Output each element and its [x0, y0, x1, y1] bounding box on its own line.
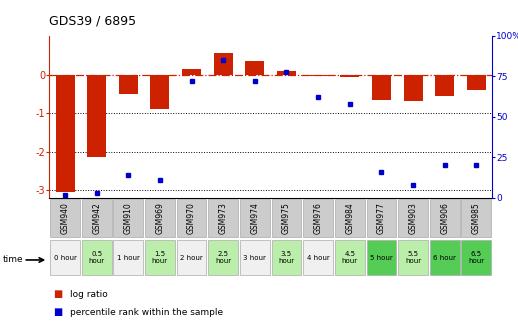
- Bar: [119, 75, 138, 94]
- Text: GSM977: GSM977: [377, 202, 386, 234]
- Text: 6.5
hour: 6.5 hour: [468, 251, 484, 264]
- Bar: [208, 240, 238, 275]
- Bar: [214, 53, 233, 75]
- Text: GSM942: GSM942: [92, 202, 101, 234]
- Text: 0.5
hour: 0.5 hour: [89, 251, 105, 264]
- Bar: [462, 199, 491, 237]
- Bar: [430, 240, 459, 275]
- Bar: [303, 199, 333, 237]
- Bar: [404, 75, 423, 101]
- Bar: [277, 71, 296, 75]
- Bar: [182, 69, 201, 75]
- Text: 0 hour: 0 hour: [53, 254, 77, 261]
- Bar: [177, 199, 207, 237]
- Bar: [177, 240, 207, 275]
- Text: 5 hour: 5 hour: [370, 254, 393, 261]
- Bar: [240, 199, 270, 237]
- Text: log ratio: log ratio: [70, 290, 108, 299]
- Bar: [246, 61, 264, 75]
- Bar: [82, 199, 111, 237]
- Bar: [113, 199, 143, 237]
- Bar: [335, 199, 365, 237]
- Text: 6 hour: 6 hour: [433, 254, 456, 261]
- Bar: [271, 199, 301, 237]
- Text: percentile rank within the sample: percentile rank within the sample: [70, 308, 223, 317]
- Bar: [82, 240, 111, 275]
- Text: GSM903: GSM903: [409, 202, 418, 234]
- Bar: [335, 240, 365, 275]
- Text: 3.5
hour: 3.5 hour: [278, 251, 295, 264]
- Text: 4 hour: 4 hour: [307, 254, 329, 261]
- Text: ■: ■: [53, 307, 63, 317]
- Bar: [462, 240, 491, 275]
- Text: GSM940: GSM940: [61, 202, 69, 234]
- Text: GSM973: GSM973: [219, 202, 228, 234]
- Text: GSM969: GSM969: [155, 202, 164, 234]
- Bar: [372, 75, 391, 99]
- Text: GDS39 / 6895: GDS39 / 6895: [49, 15, 136, 28]
- Bar: [50, 240, 80, 275]
- Bar: [430, 199, 459, 237]
- Bar: [367, 199, 396, 237]
- Text: 1 hour: 1 hour: [117, 254, 140, 261]
- Text: GSM976: GSM976: [313, 202, 323, 234]
- Bar: [367, 240, 396, 275]
- Bar: [87, 75, 106, 157]
- Text: time: time: [3, 255, 23, 265]
- Bar: [271, 240, 301, 275]
- Text: GSM910: GSM910: [124, 202, 133, 234]
- Bar: [55, 75, 75, 192]
- Bar: [398, 199, 428, 237]
- Bar: [50, 199, 80, 237]
- Text: 1.5
hour: 1.5 hour: [152, 251, 168, 264]
- Bar: [150, 75, 169, 109]
- Bar: [398, 240, 428, 275]
- Bar: [113, 240, 143, 275]
- Text: GSM970: GSM970: [187, 202, 196, 234]
- Text: GSM974: GSM974: [250, 202, 260, 234]
- Text: 2 hour: 2 hour: [180, 254, 203, 261]
- Bar: [240, 240, 270, 275]
- Text: 4.5
hour: 4.5 hour: [342, 251, 358, 264]
- Text: GSM906: GSM906: [440, 202, 449, 234]
- Text: GSM975: GSM975: [282, 202, 291, 234]
- Text: 5.5
hour: 5.5 hour: [405, 251, 421, 264]
- Text: GSM985: GSM985: [472, 202, 481, 234]
- Bar: [340, 75, 359, 77]
- Bar: [309, 75, 327, 77]
- Bar: [303, 240, 333, 275]
- Bar: [145, 199, 175, 237]
- Bar: [145, 240, 175, 275]
- Text: GSM984: GSM984: [345, 202, 354, 234]
- Bar: [467, 75, 486, 90]
- Bar: [435, 75, 454, 96]
- Bar: [208, 199, 238, 237]
- Text: ■: ■: [53, 289, 63, 299]
- Text: 3 hour: 3 hour: [243, 254, 266, 261]
- Text: 2.5
hour: 2.5 hour: [215, 251, 231, 264]
